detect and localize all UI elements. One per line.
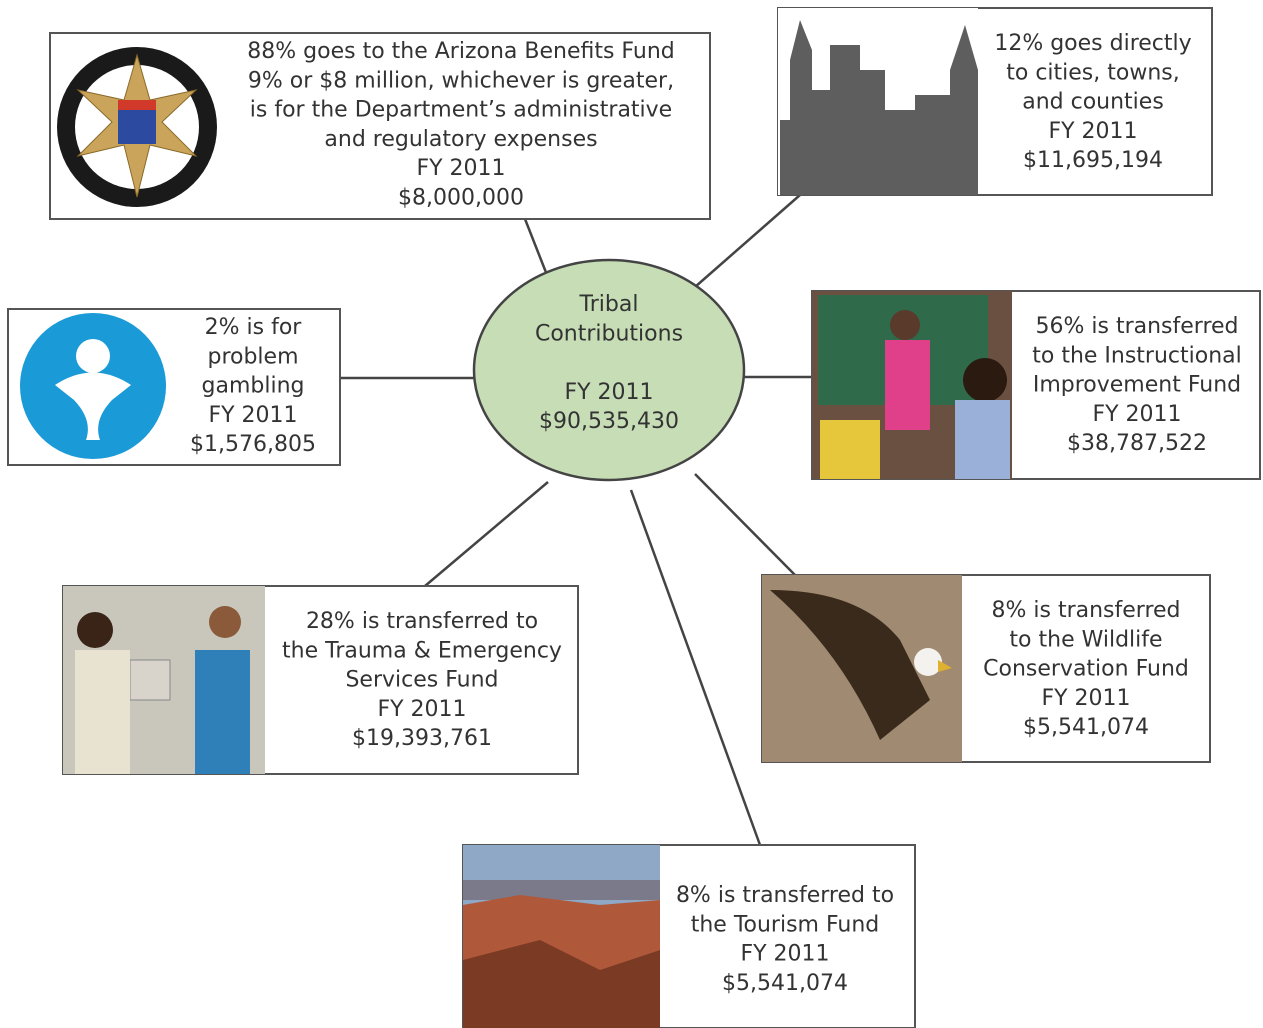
- node-text: and counties: [1022, 90, 1164, 115]
- node-amount: $8,000,000: [398, 186, 524, 211]
- node-text: is for the Department’s administrative: [250, 98, 672, 123]
- connector: [694, 194, 801, 288]
- node-text: and regulatory expenses: [324, 127, 597, 152]
- node-text: 88% goes to the Arizona Benefits Fund: [247, 39, 674, 64]
- node-year: FY 2011: [377, 697, 466, 722]
- hospital-image: [63, 586, 265, 774]
- node-amount: $5,541,074: [722, 971, 848, 996]
- node-text: gambling: [202, 374, 305, 399]
- node-text: Services Fund: [345, 668, 498, 693]
- connector: [424, 481, 549, 587]
- node-year: FY 2011: [564, 380, 653, 405]
- node-year: FY 2011: [1041, 686, 1130, 711]
- classroom-image: [812, 291, 1012, 479]
- connector: [523, 218, 549, 276]
- node-text: 12% goes directly: [994, 31, 1191, 56]
- city-image: [778, 8, 978, 195]
- node-text: Conservation Fund: [983, 657, 1189, 682]
- node-year: FY 2011: [1092, 402, 1181, 427]
- canyon-image: [463, 845, 660, 1028]
- node-text: 2% is for: [205, 315, 303, 340]
- connector: [629, 489, 762, 846]
- node-text: 56% is transferred: [1035, 314, 1238, 339]
- node-amount: $90,535,430: [539, 409, 679, 434]
- node-amount: $38,787,522: [1067, 431, 1207, 456]
- node-text: 28% is transferred to: [306, 609, 538, 634]
- node-text: to the Wildlife: [1009, 627, 1162, 652]
- node-text: the Tourism Fund: [691, 912, 880, 937]
- connector: [694, 473, 796, 576]
- node-text: 8% is transferred: [991, 598, 1180, 623]
- eagle-image: [762, 575, 962, 762]
- node-year: FY 2011: [740, 942, 829, 967]
- gaming-badge: [57, 47, 217, 207]
- node-text: problem: [207, 344, 298, 369]
- node-text: the Trauma & Emergency: [282, 638, 562, 663]
- node-amount: $11,695,194: [1023, 148, 1163, 173]
- node-year: FY 2011: [416, 156, 505, 181]
- node-text: to cities, towns,: [1006, 60, 1180, 85]
- node-text: Improvement Fund: [1033, 373, 1241, 398]
- node-text: Contributions: [535, 321, 683, 346]
- node-text: Tribal: [579, 292, 639, 317]
- node-year: FY 2011: [1048, 119, 1137, 144]
- node-text: 9% or $8 million, whichever is greater,: [248, 68, 674, 93]
- gambling-icon: [20, 313, 166, 459]
- node-amount: $19,393,761: [352, 726, 492, 751]
- node-amount: $5,541,074: [1023, 715, 1149, 740]
- node-amount: $1,576,805: [190, 432, 316, 457]
- node-text: 8% is transferred to: [676, 883, 894, 908]
- center-node: [472, 258, 746, 482]
- connectors: [340, 194, 812, 846]
- node-text: to the Instructional: [1032, 343, 1242, 368]
- node-year: FY 2011: [208, 403, 297, 428]
